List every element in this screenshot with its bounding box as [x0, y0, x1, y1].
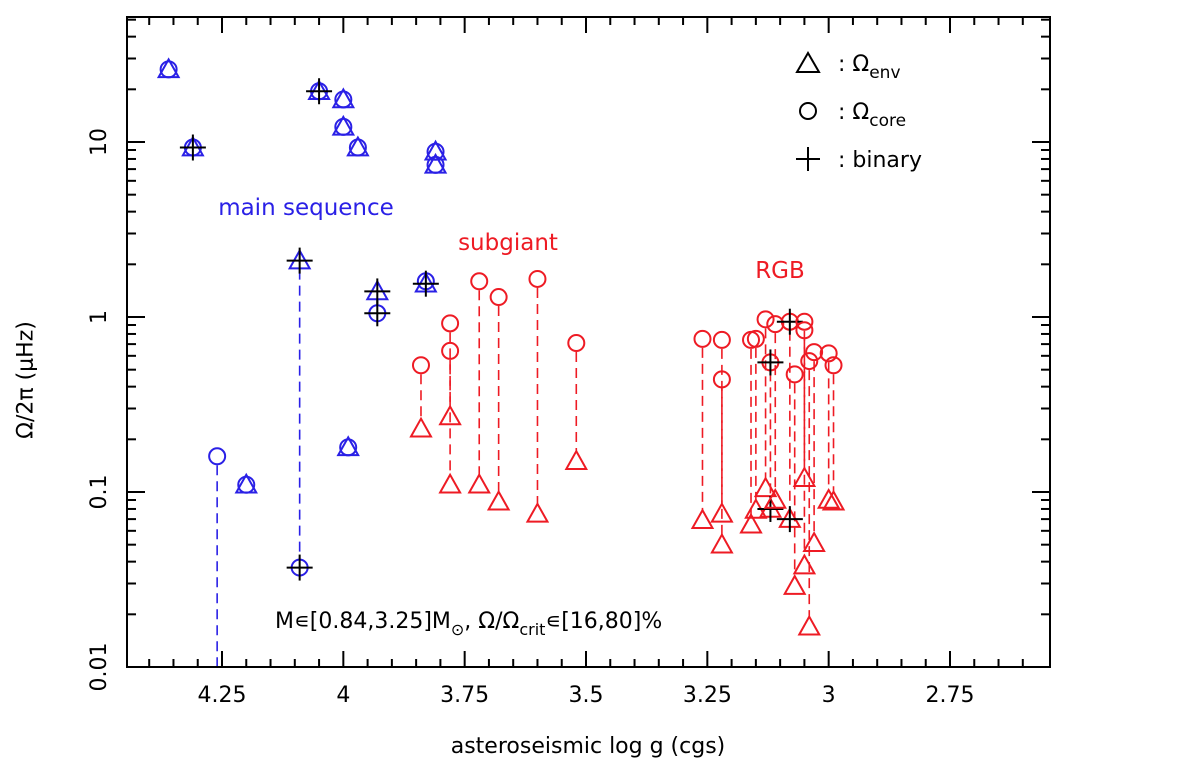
core-marker: [824, 356, 843, 375]
env-marker: [792, 466, 817, 487]
core-marker: [426, 142, 445, 161]
core-marker: [712, 330, 731, 349]
core-marker: [746, 329, 765, 348]
x-tick-label: 3.75: [440, 683, 489, 708]
core-marker: [795, 312, 814, 331]
tick-labels: 4.25 4 3.75 3.5 3.25 3 2.75 0.01 0.1 1 10: [87, 128, 974, 708]
axis-ticks: [127, 17, 1050, 668]
legend-label-main: : Ω: [838, 100, 869, 125]
x-tick-label: 2.75: [926, 683, 975, 708]
core-marker: [470, 272, 489, 291]
env-marker: [564, 449, 589, 470]
data-markers: [156, 57, 846, 636]
x-tick-label: 4.25: [198, 683, 247, 708]
env-marker: [797, 614, 821, 636]
core-marker: [766, 315, 785, 334]
core-marker: [208, 447, 227, 466]
legend-label-main: : Ω: [838, 52, 869, 77]
env-marker: [816, 487, 841, 509]
x-axis-label: asteroseismic log g (cgs): [450, 734, 726, 759]
x-tick-label: 4: [336, 683, 350, 708]
core-marker: [334, 90, 353, 109]
core-marker: [411, 356, 430, 375]
env-marker: [710, 532, 734, 554]
core-marker: [693, 329, 712, 348]
env-marker: [821, 489, 846, 511]
x-tick-label: 3.25: [683, 683, 732, 708]
annotation-2: RGB: [755, 258, 805, 284]
env-marker: [467, 472, 491, 494]
core-marker: [712, 370, 731, 389]
note-part: ∊[16,80]%: [545, 609, 662, 634]
core-marker: [334, 117, 353, 136]
env-marker: [739, 512, 763, 534]
y-axis-label: Ω/2π (μHz): [13, 321, 39, 439]
legend-circle-icon: [799, 102, 817, 120]
core-marker: [441, 314, 460, 333]
core-marker: [756, 310, 775, 329]
y-tick-label: 0.1: [87, 475, 112, 510]
core-marker: [489, 288, 508, 307]
core-marker: [528, 269, 547, 288]
x-tick-label: 3: [822, 683, 836, 708]
env-marker: [792, 553, 817, 575]
env-marker: [753, 476, 778, 498]
core-marker: [348, 138, 367, 157]
core-marker: [819, 344, 838, 363]
y-tick-label: 1: [87, 310, 112, 324]
core-marker: [237, 475, 256, 494]
x-tick-label: 3.5: [569, 683, 604, 708]
mass-rotation-note: M∊[0.84,3.25]M⊙, Ω/Ωcrit∊[16,80]%: [275, 609, 662, 639]
legend-label-sub: core: [869, 111, 906, 131]
env-marker: [690, 508, 715, 530]
env-marker: [763, 487, 787, 509]
legend-triangle-icon: [795, 51, 821, 73]
annotation-0: main sequence: [218, 195, 394, 221]
note-part: M∊[0.84,3.25]M: [275, 609, 451, 634]
core-marker: [567, 334, 586, 353]
annotations: main sequence subgiant RGB M∊[0.84,3.25]M⊙,…: [218, 195, 805, 639]
note-part: crit: [519, 620, 545, 639]
core-marker: [785, 365, 804, 384]
annotation-1: subgiant: [458, 230, 558, 256]
note-part: , Ω/Ω: [464, 609, 519, 634]
core-marker: [339, 438, 358, 457]
env-marker: [438, 404, 462, 426]
core-env-links: [216, 269, 835, 667]
y-tick-label: 10: [87, 128, 112, 156]
core-marker: [426, 155, 445, 174]
env-marker: [438, 472, 462, 494]
core-marker: [800, 352, 819, 371]
env-marker: [782, 574, 807, 595]
core-marker: [441, 341, 460, 360]
legend-label-sub: env: [869, 63, 900, 83]
note-part: ⊙: [451, 620, 464, 639]
legend-label: : Ωenv: [838, 52, 901, 83]
y-tick-label: 0.01: [87, 643, 112, 692]
env-marker: [409, 416, 433, 438]
env-marker: [802, 531, 826, 552]
env-marker: [710, 501, 734, 523]
env-marker: [486, 489, 511, 511]
legend: : Ωenv: Ωcore: binary: [795, 51, 922, 173]
plot-frame: [126, 16, 1051, 668]
legend-label: : binary: [838, 148, 922, 173]
core-marker: [805, 343, 824, 362]
legend-label: : Ωcore: [838, 100, 906, 131]
env-marker: [525, 501, 550, 523]
core-marker: [795, 321, 814, 340]
legend-label-main: : binary: [838, 148, 922, 173]
core-marker: [159, 60, 178, 79]
